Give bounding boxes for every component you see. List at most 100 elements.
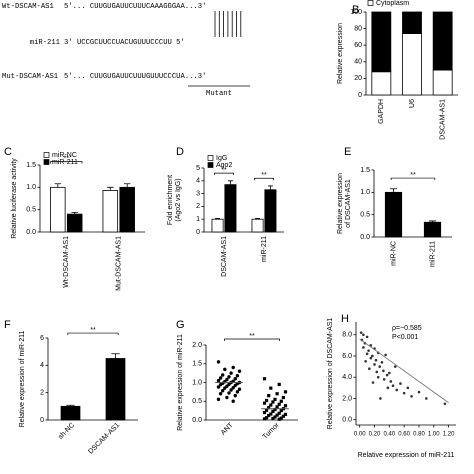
- data-point: [283, 390, 288, 394]
- data-point: [262, 401, 267, 405]
- y-tick-label: 1.0: [26, 184, 36, 191]
- bar: [66, 213, 83, 233]
- data-point: [221, 389, 225, 393]
- x-tick-label: U6: [409, 99, 416, 108]
- data-point: [275, 392, 279, 396]
- x-tick-label: 1.20: [443, 432, 455, 438]
- data-point: [225, 377, 229, 382]
- y-tick-label: 0.0: [360, 234, 370, 241]
- data-point: [229, 371, 233, 375]
- y-tick-label: 0: [40, 417, 44, 424]
- error-bar: [255, 218, 261, 220]
- chart-panel: H Relative expression of DSCAM-AS1 0.0 2.0 4…: [327, 313, 456, 459]
- x-axis-label: Relative expression of miR-211: [358, 452, 455, 459]
- error-bar: [111, 353, 120, 359]
- data-point: [227, 391, 231, 395]
- y-tick-label: 1.0: [192, 379, 202, 386]
- data-point: [273, 407, 277, 412]
- data-point: [231, 365, 235, 370]
- data-point: [374, 358, 378, 362]
- data-point: [218, 392, 223, 396]
- data-point: [395, 388, 399, 392]
- legend-label: IgG: [216, 155, 227, 162]
- sequence-label: Wt-DSCAM-AS1: [2, 3, 54, 11]
- bar: [432, 11, 453, 71]
- y-tick-label: 1.5: [26, 162, 36, 169]
- legend-label: miR-NC: [52, 152, 77, 159]
- data-point: [279, 409, 283, 413]
- data-point: [375, 370, 379, 374]
- y-tick-label: 0.5: [26, 207, 36, 214]
- bar: [423, 221, 442, 238]
- y-axis-label: of DSCAM-AS1: [345, 179, 352, 228]
- bar: [60, 405, 81, 421]
- annotation: **: [410, 172, 416, 179]
- y-axis-label: Fold enrichment: [167, 175, 174, 225]
- annotation: ρ=−0.585: [392, 325, 422, 332]
- trend-line: [359, 338, 449, 404]
- bar: [371, 71, 392, 96]
- chart-panel: F Relative expression of miR-211 0 2 4 6 sh-NC…: [4, 319, 138, 456]
- data-point: [406, 386, 410, 390]
- sequence: 5'... CUUGUGAUUCUUUGUUUCCCUA...3': [64, 73, 206, 81]
- x-tick-label: miR-211: [429, 241, 436, 267]
- y-tick-label: 100: [350, 9, 362, 16]
- x-tick-label: Wt-DSCAM-AS1: [63, 236, 70, 288]
- data-point: [369, 356, 373, 360]
- data-point: [277, 382, 281, 386]
- data-point: [273, 415, 277, 419]
- bar: [432, 69, 453, 96]
- legend-swatch: [207, 155, 214, 161]
- chart-panel: D Fold enrichment (Ago2 vs IgG) 0 1 2 3 4 5 DSCAM…: [167, 146, 284, 277]
- data-point: [425, 397, 428, 400]
- legend-label: Cytoplasm: [376, 0, 409, 7]
- legend-label: miR-211: [52, 159, 78, 166]
- data-point: [380, 361, 384, 364]
- error-bar: [428, 220, 437, 223]
- data-point: [277, 411, 281, 415]
- data-point: [227, 375, 231, 379]
- legend-swatch: [43, 152, 50, 158]
- data-point: [283, 404, 288, 408]
- bar: [105, 358, 126, 421]
- mutant-label: Mutant: [206, 90, 232, 98]
- sequence: 3' UCCGCUUCCUACUGUUUCCCUU 5': [64, 39, 185, 47]
- bar: [371, 11, 392, 73]
- data-point: [359, 331, 363, 334]
- y-tick-label: 0: [358, 92, 362, 99]
- data-point: [382, 378, 386, 381]
- data-point: [277, 417, 281, 421]
- sequence-label: miR-211: [30, 39, 60, 47]
- data-point: [269, 412, 273, 416]
- data-point: [384, 353, 387, 357]
- panel-label: G: [176, 319, 185, 331]
- data-point: [367, 349, 370, 352]
- x-tick-label: 0.40: [383, 432, 395, 438]
- annotation: **: [249, 333, 255, 340]
- x-tick-label: ANT: [220, 421, 235, 436]
- data-point: [269, 403, 273, 407]
- data-point: [218, 376, 223, 380]
- significance-bracket: [224, 338, 280, 341]
- sequence-label: Mut-DSCAM-AS1: [2, 73, 58, 81]
- data-point: [376, 375, 380, 379]
- pairing-lines: [214, 11, 242, 37]
- y-tick-label: 40: [354, 59, 362, 66]
- error-bar: [267, 185, 273, 190]
- y-tick-label: 0.5: [360, 212, 370, 219]
- data-point: [231, 399, 235, 403]
- data-point: [216, 378, 221, 383]
- x-tick-label: GAPDH: [378, 99, 385, 124]
- data-point: [279, 399, 283, 403]
- data-point: [410, 395, 413, 398]
- y-tick-label: 5: [196, 165, 200, 172]
- data-point: [231, 386, 235, 390]
- bar: [384, 191, 403, 238]
- y-tick-label: 0.0: [192, 417, 202, 424]
- y-tick-label: 3: [196, 190, 200, 197]
- data-point: [368, 367, 371, 371]
- x-tick-label: miR-211: [261, 236, 268, 262]
- significance-bracket: [390, 177, 436, 181]
- error-bar: [66, 404, 75, 407]
